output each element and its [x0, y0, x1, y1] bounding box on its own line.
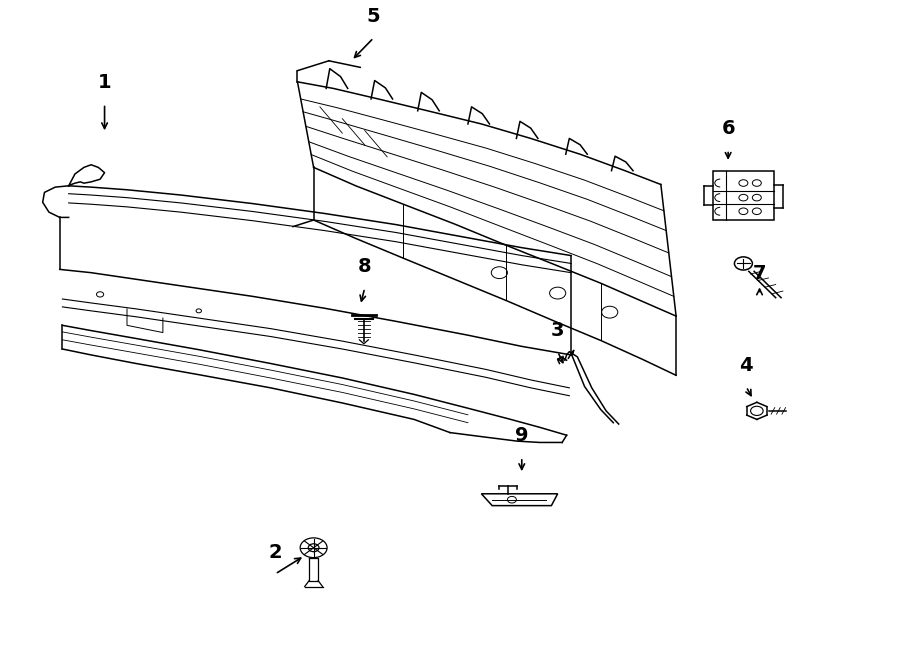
Text: 9: 9: [515, 426, 528, 445]
Text: 3: 3: [551, 321, 564, 340]
Text: 8: 8: [358, 257, 372, 276]
Text: 5: 5: [367, 7, 381, 26]
Text: 6: 6: [721, 119, 735, 137]
Text: 7: 7: [752, 264, 766, 282]
Text: 1: 1: [98, 73, 112, 92]
Text: 2: 2: [268, 543, 282, 563]
Text: 4: 4: [739, 356, 753, 375]
